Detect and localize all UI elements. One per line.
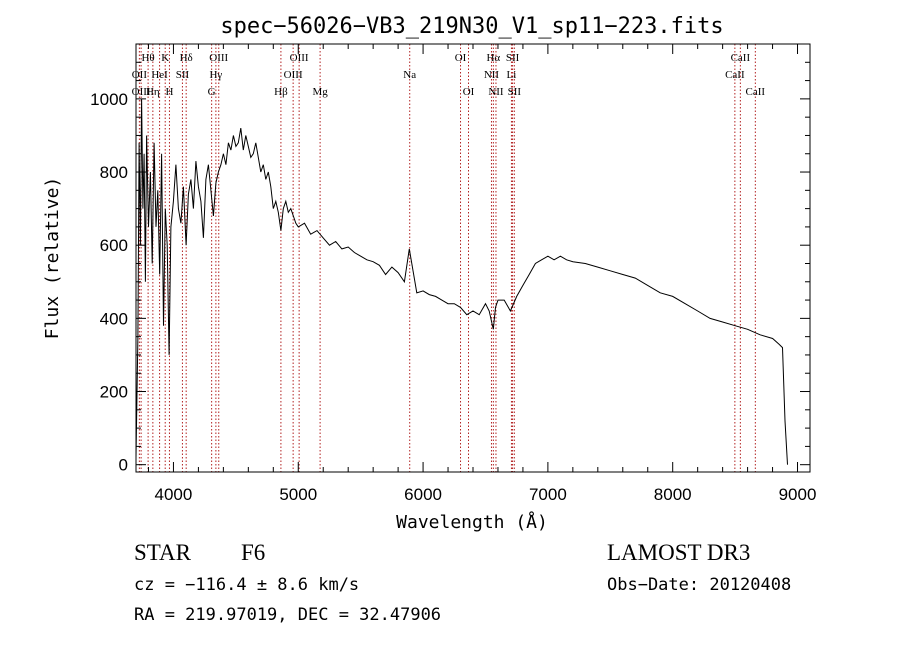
line-label: OI xyxy=(455,52,467,64)
spectrum-series-line xyxy=(135,98,788,465)
x-tick-label: 9000 xyxy=(779,485,817,504)
line-label: SII xyxy=(508,86,522,98)
line-label: OIII xyxy=(290,52,309,64)
redshift-value: cz = −116.4 ± 8.6 km/s xyxy=(134,575,359,595)
survey-name: LAMOST DR3 xyxy=(607,540,750,565)
y-tick-label: 600 xyxy=(100,236,128,255)
line-label: Hβ xyxy=(274,86,288,98)
observation-date: Obs−Date: 20120408 xyxy=(607,575,791,595)
y-axis: 0 200 400 600 800 1000 xyxy=(90,61,810,475)
line-label: NII xyxy=(488,86,504,98)
line-label: CaII xyxy=(725,69,745,81)
y-tick-label: 400 xyxy=(100,309,128,328)
line-label: H xyxy=(165,86,173,98)
line-label: CaII xyxy=(746,86,766,98)
x-tick-label: 6000 xyxy=(404,485,442,504)
line-label: Hδ xyxy=(180,52,193,64)
line-label: NII xyxy=(484,69,500,81)
line-label: CaII xyxy=(731,52,751,64)
y-tick-label: 200 xyxy=(100,383,128,402)
emission-line-markers xyxy=(138,44,756,472)
plot-frame xyxy=(135,43,811,473)
object-subclass: F6 xyxy=(241,540,265,565)
line-label: G xyxy=(208,86,216,98)
line-label: Hα xyxy=(486,52,500,64)
x-axis: 4000 5000 6000 7000 8000 9000 xyxy=(147,44,817,504)
x-axis-label: Wavelength (Å) xyxy=(396,511,548,533)
line-label: Mg xyxy=(312,86,328,98)
line-label: Hγ xyxy=(209,69,222,81)
line-label: OII xyxy=(132,69,148,81)
line-label: OIII xyxy=(209,52,228,64)
x-tick-label: 4000 xyxy=(155,485,193,504)
line-label: Hθ xyxy=(141,52,154,64)
line-label: OI xyxy=(463,86,475,98)
line-label: Hη xyxy=(146,86,160,98)
y-tick-label: 0 xyxy=(119,456,128,475)
line-label: K xyxy=(161,52,169,64)
line-label: OIII xyxy=(284,69,303,81)
y-axis-label: Flux (relative) xyxy=(42,177,63,340)
y-tick-label: 800 xyxy=(100,163,128,182)
x-tick-label: 8000 xyxy=(654,485,692,504)
line-label: SII xyxy=(506,52,520,64)
line-label: SII xyxy=(176,69,190,81)
line-label: Na xyxy=(403,69,416,81)
object-class: STAR xyxy=(134,540,192,565)
line-label: Li xyxy=(507,69,517,81)
line-label: HeI xyxy=(151,69,168,81)
x-tick-label: 5000 xyxy=(279,485,317,504)
y-tick-label: 1000 xyxy=(90,90,128,109)
chart-title: spec−56026−VB3_219N30_V1_sp11−223.fits xyxy=(220,14,723,39)
x-tick-label: 7000 xyxy=(529,485,567,504)
coordinates: RA = 219.97019, DEC = 32.47906 xyxy=(134,605,441,625)
